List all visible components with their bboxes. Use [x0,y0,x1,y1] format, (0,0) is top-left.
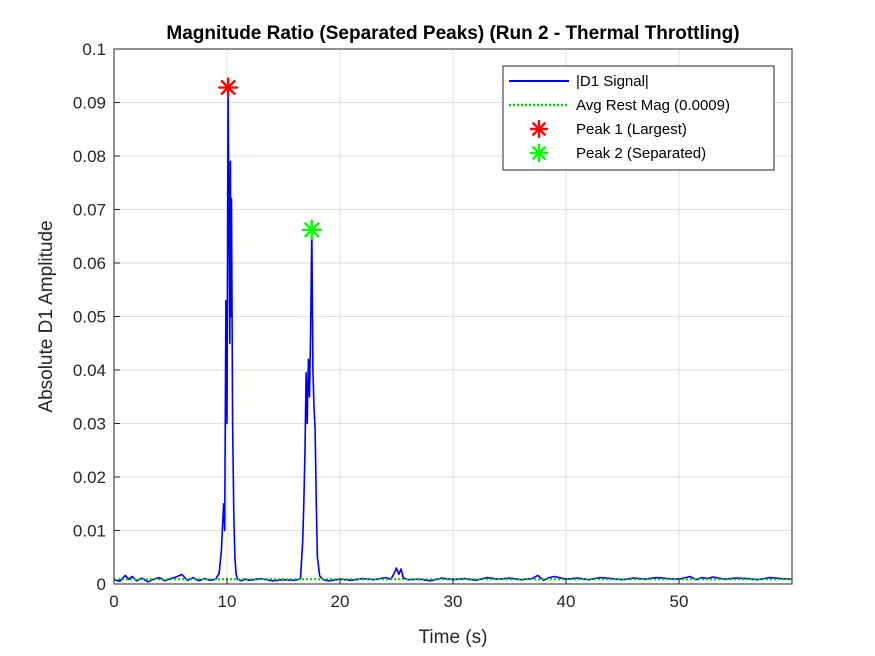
y-tick-label: 0.06 [73,254,106,273]
peak-marker-1 [217,77,239,98]
legend-label: Peak 2 (Separated) [576,145,706,162]
y-tick-label: 0.1 [82,40,106,59]
legend-label: |D1 Signal| [576,73,649,90]
y-tick-label: 0.03 [73,415,106,434]
x-tick-label: 50 [670,592,689,611]
y-tick-label: 0.08 [73,147,106,166]
chart-title: Magnitude Ratio (Separated Peaks) (Run 2… [166,23,739,44]
y-tick-label: 0.04 [73,361,106,380]
legend-label: Peak 1 (Largest) [576,121,687,138]
y-tick-label: 0.02 [73,468,106,487]
y-tick-label: 0.01 [73,522,106,541]
x-tick-label: 20 [331,592,350,611]
legend-label: Avg Rest Mag (0.0009) [576,97,730,114]
x-tick-label: 30 [444,592,463,611]
x-tick-label: 40 [557,592,576,611]
legend: |D1 Signal| Avg Rest Mag (0.0009) Peak 1 (… [502,65,775,171]
x-tick-label: 0 [109,592,118,611]
x-tick-label: 10 [218,592,237,611]
y-axis-label: Absolute D1 Amplitude [36,220,57,412]
peak-marker-2 [301,219,322,241]
legend-swatch [529,143,549,163]
x-axis-label: Time (s) [419,627,488,648]
y-tick-label: 0 [97,575,106,594]
y-tick-label: 0.07 [73,201,106,220]
legend-swatch [529,119,549,139]
signal-line [113,86,793,583]
ticks: 0 10 20 30 40 50 0 0.01 0.02 0.03 0.04 0.05 0.06 0.07… [73,40,689,611]
legend-box [502,65,775,171]
y-tick-label: 0.05 [73,308,106,327]
y-tick-label: 0.09 [73,94,106,113]
